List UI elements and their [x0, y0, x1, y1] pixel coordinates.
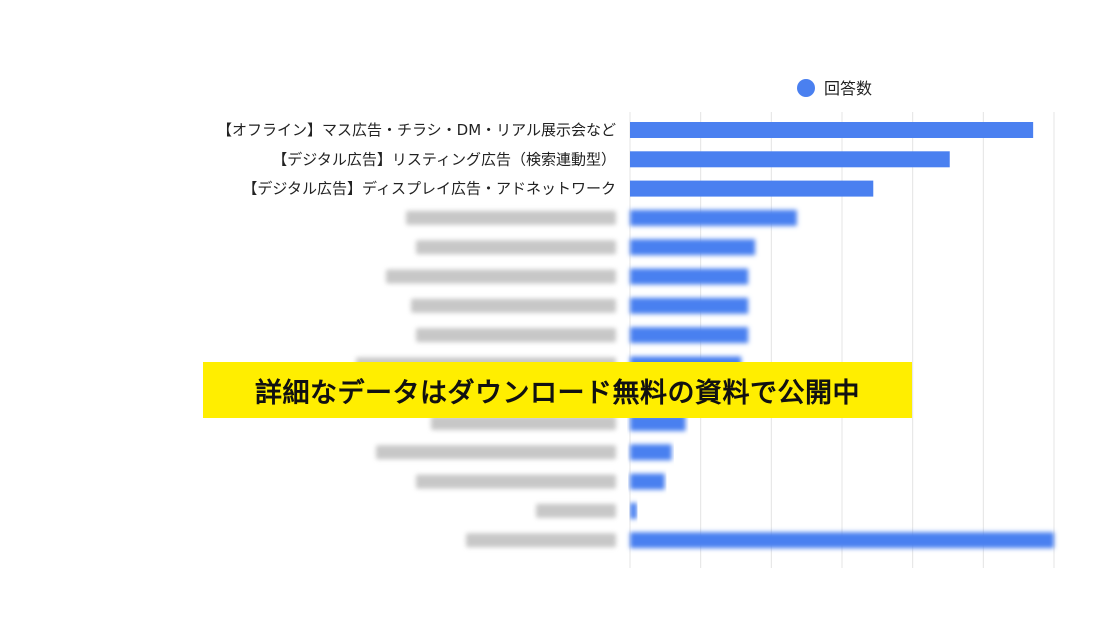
category-label: 【デジタル広告】ディスプレイ広告・アドネットワーク	[242, 180, 616, 198]
blurred-category-label	[416, 240, 616, 255]
legend: 回答数	[797, 79, 872, 98]
legend-dot	[797, 79, 815, 97]
bar	[630, 327, 749, 344]
blurred-category-label	[431, 416, 616, 430]
bar	[630, 209, 797, 226]
blurred-category-label	[416, 328, 616, 343]
bar	[630, 532, 1054, 549]
bar	[630, 502, 637, 519]
bar	[630, 151, 950, 168]
bar	[630, 415, 686, 431]
download-banner: 詳細なデータはダウンロード無料の資料で公開中	[203, 362, 912, 418]
blurred-category-label	[406, 210, 616, 225]
bar	[630, 122, 1034, 138]
bar	[630, 444, 672, 461]
bar	[630, 297, 749, 314]
category-label: 【オフライン】マス広告・チラシ・DM・リアル展示会など	[217, 121, 616, 139]
bar	[630, 473, 665, 490]
legend-label: 回答数	[824, 79, 872, 98]
blurred-category-label	[386, 269, 616, 284]
blurred-category-label	[411, 298, 616, 313]
blurred-category-label	[536, 503, 616, 518]
blurred-category-label	[376, 445, 616, 460]
bar	[630, 180, 874, 197]
category-label: 【デジタル広告】リスティング広告（検索連動型）	[272, 150, 616, 168]
category-labels: 【オフライン】マス広告・チラシ・DM・リアル展示会など【デジタル広告】リスティン…	[217, 121, 616, 548]
bar	[630, 239, 756, 256]
bar	[630, 268, 749, 285]
blurred-category-label	[416, 474, 616, 489]
blurred-category-label	[466, 533, 616, 548]
